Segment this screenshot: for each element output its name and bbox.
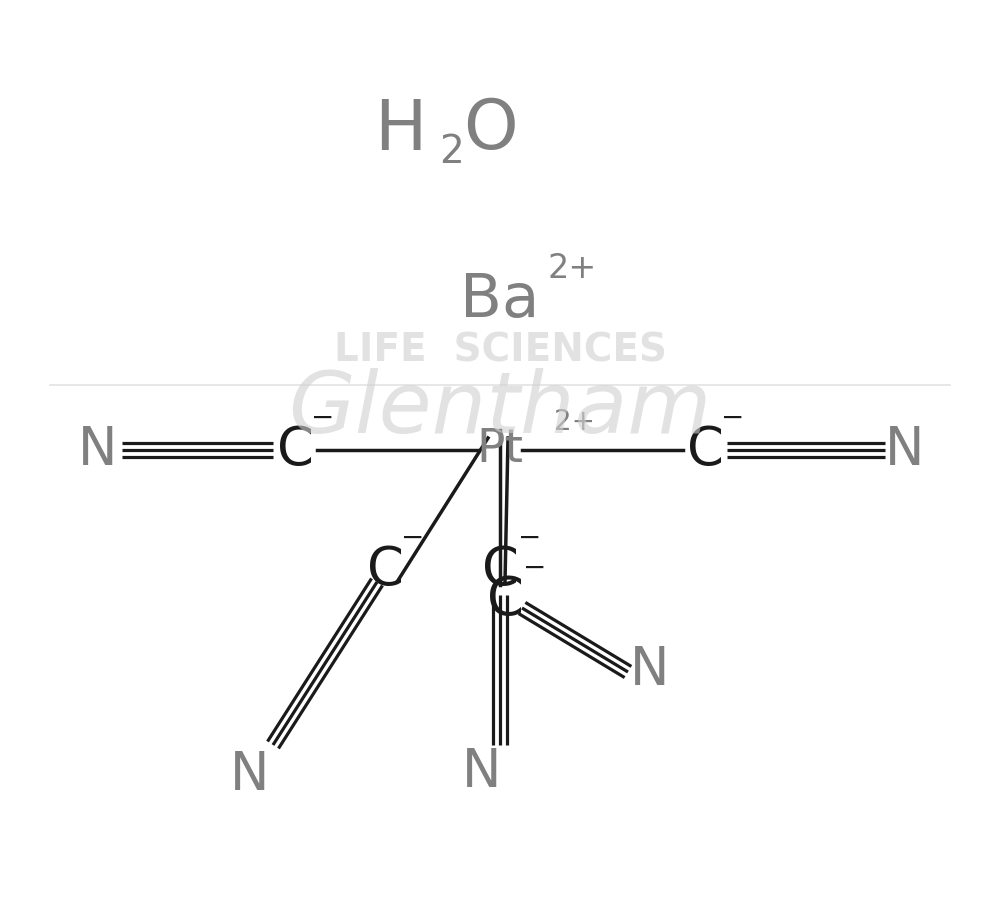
Text: C: C [482,544,518,596]
Text: C: C [487,574,523,626]
Text: Pt: Pt [477,428,524,473]
Text: −: − [311,404,335,432]
Text: N: N [78,424,118,476]
Text: C: C [687,424,723,476]
Text: −: − [518,524,542,552]
Text: H: H [374,96,426,164]
Text: C: C [367,544,403,596]
Text: −: − [523,554,547,582]
Text: O: O [463,96,517,164]
Text: LIFE  SCIENCES: LIFE SCIENCES [334,331,666,369]
Text: C: C [277,424,313,476]
Text: −: − [401,524,425,552]
Text: N: N [462,746,502,798]
Text: 2: 2 [440,133,464,171]
Text: Ba: Ba [460,271,540,329]
Text: 2+: 2+ [547,251,597,284]
Text: N: N [230,749,270,801]
Text: 2+: 2+ [554,408,596,436]
Text: Glentham: Glentham [288,368,712,452]
Text: −: − [721,404,745,432]
Text: N: N [630,644,670,696]
Text: N: N [885,424,925,476]
